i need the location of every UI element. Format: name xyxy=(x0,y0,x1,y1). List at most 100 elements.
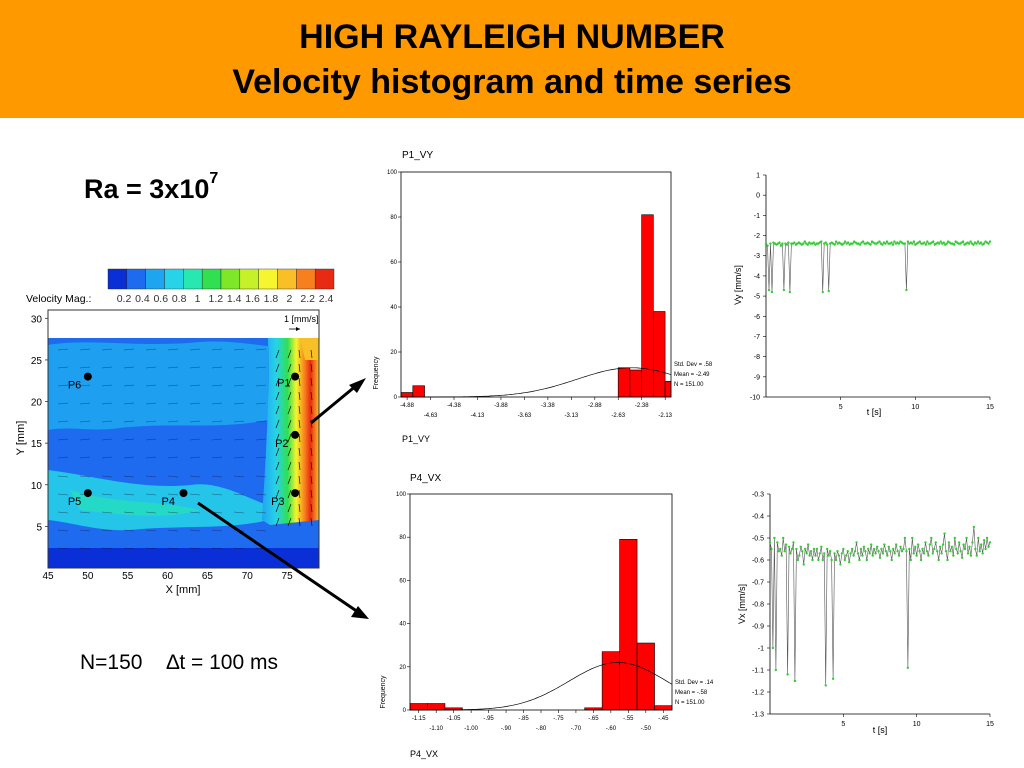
probe-marker xyxy=(83,489,92,498)
vector-arrow xyxy=(298,475,301,485)
vector-arrow xyxy=(101,420,113,423)
series-point xyxy=(886,554,889,557)
series-point xyxy=(787,545,791,548)
series-point xyxy=(768,541,772,544)
series-point xyxy=(846,241,850,244)
series-point xyxy=(881,243,884,246)
vector-arrow xyxy=(310,391,313,401)
series-point xyxy=(842,242,845,245)
vector-arrow xyxy=(79,348,91,351)
vector-arrow xyxy=(275,419,280,429)
series-point xyxy=(969,554,973,557)
series-point xyxy=(858,558,861,562)
vector-arrow xyxy=(298,461,301,471)
vector-arrow xyxy=(255,456,267,459)
vector-arrow xyxy=(233,475,245,478)
series-point xyxy=(767,288,771,292)
vector-arrow xyxy=(310,461,313,471)
series-point xyxy=(861,240,865,243)
series-point xyxy=(840,552,844,555)
y-tick-label: -0.8 xyxy=(752,602,764,609)
series-point xyxy=(884,242,887,245)
vector-arrow xyxy=(233,384,245,387)
vector-arrow xyxy=(123,438,135,441)
series-point xyxy=(852,554,855,557)
map-x-tick-label: 45 xyxy=(42,571,54,582)
vector-arrow xyxy=(255,511,267,514)
vector-arrow xyxy=(275,405,280,415)
series-point xyxy=(806,543,810,546)
series-point xyxy=(834,240,838,243)
vector-arrow xyxy=(211,420,223,423)
series-point xyxy=(826,243,829,246)
series-point xyxy=(941,543,945,546)
vector-arrow xyxy=(298,503,301,513)
vector-arrow xyxy=(167,384,179,387)
series-point xyxy=(956,552,959,555)
vector-arrow xyxy=(101,475,113,478)
vector-arrow xyxy=(101,384,113,387)
vector-arrow xyxy=(298,419,301,429)
series-point xyxy=(982,242,986,245)
series-point xyxy=(912,552,915,555)
x-tick-label: -3.13 xyxy=(564,413,578,419)
ts2-frame: -0.3 -0.4 -0.5 -0.6 -0.7 -0.8 -0.9 -1 -1.1 -1.2 -1… xyxy=(752,492,994,729)
vector-arrow xyxy=(287,363,292,373)
field-region xyxy=(70,490,200,516)
series-point xyxy=(805,552,808,555)
vector-arrow xyxy=(275,475,280,485)
y-tick-label: 0 xyxy=(403,708,407,714)
colorbar-tick-label: 0.8 xyxy=(172,293,187,305)
series-point xyxy=(855,541,858,544)
series-point xyxy=(823,552,826,555)
vector-arrow xyxy=(298,489,301,499)
hist2-y-label: Frequency xyxy=(380,675,387,709)
vector-arrow xyxy=(79,475,91,478)
vector-arrow xyxy=(211,475,223,478)
colorbar-swatch xyxy=(314,268,335,290)
hist2-axes: 0 20 40 60 80 100 -1.15 -1.05 -.95 -.85 -.75 -.65 -.… xyxy=(396,492,673,732)
vector-arrow xyxy=(123,384,135,387)
vector-arrow xyxy=(255,384,267,387)
vector-arrow xyxy=(145,348,157,351)
y-tick-label: -6 xyxy=(754,314,760,321)
x-tick-label: -2.88 xyxy=(588,403,602,409)
x-tick-label: -4.13 xyxy=(471,413,485,419)
colorbar-tick-label: 0.4 xyxy=(135,293,150,305)
series-point xyxy=(787,241,790,244)
x-tick-label: 15 xyxy=(986,404,994,411)
vector-arrow xyxy=(79,402,91,405)
y-tick-label: -2 xyxy=(754,233,760,240)
histogram-stat: N = 151.00 xyxy=(674,382,704,388)
vector-arrow xyxy=(167,420,179,423)
series-point xyxy=(824,241,827,244)
colorbar-tick-label: 0.6 xyxy=(153,293,168,305)
vector-arrow xyxy=(101,547,113,550)
series-point xyxy=(878,556,882,559)
series-point xyxy=(902,547,905,551)
series-point xyxy=(784,543,788,546)
series-point xyxy=(836,550,839,553)
series-point xyxy=(788,290,792,294)
vector-arrow xyxy=(189,511,201,514)
vector-arrow xyxy=(310,363,313,373)
y-tick-label: -0.7 xyxy=(752,580,764,587)
vector-arrow xyxy=(275,363,280,373)
series-point xyxy=(921,547,924,551)
series-point xyxy=(909,558,912,562)
vector-arrow xyxy=(123,366,135,369)
series-point xyxy=(906,666,910,669)
series-point xyxy=(881,552,885,555)
y-tick-label: 60 xyxy=(399,578,406,584)
series-point xyxy=(979,241,983,244)
vector-arrow xyxy=(255,402,267,405)
series-point xyxy=(824,684,827,687)
sampling-info: N=150 ∆t = 100 ms xyxy=(80,651,278,675)
series-point xyxy=(945,242,948,245)
probe-label: P5 xyxy=(68,496,81,508)
histogram-stat: Std. Dev = .58 xyxy=(674,362,713,368)
arrow-p2-to-histogram xyxy=(310,383,358,425)
vector-arrow xyxy=(233,511,245,514)
vector-arrow xyxy=(145,456,157,459)
